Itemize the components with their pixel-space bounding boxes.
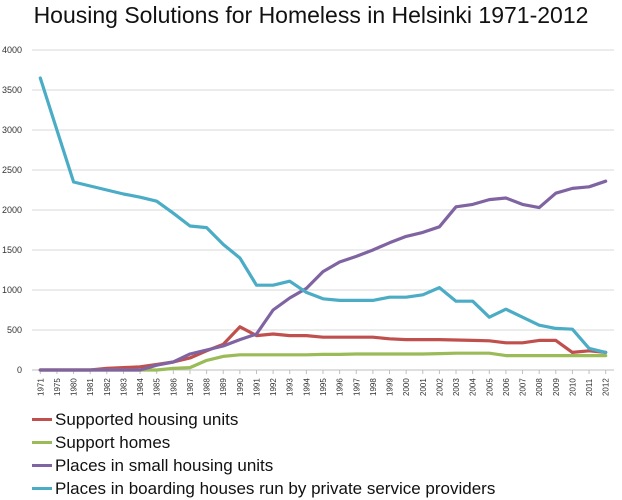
legend-label: Places in small housing units bbox=[55, 455, 274, 475]
x-tick-label: 1982 bbox=[103, 378, 112, 396]
x-tick-label: 1987 bbox=[186, 378, 195, 396]
x-tick-label: 2007 bbox=[519, 378, 528, 396]
x-tick-label: 1991 bbox=[252, 378, 261, 396]
x-tick-label: 1981 bbox=[86, 378, 95, 396]
y-tick-labels: 0 500 1000 1500 2000 2500 3000 3500 4000 bbox=[2, 45, 22, 375]
y-tick-label: 3500 bbox=[2, 85, 22, 95]
x-tick-label: 1986 bbox=[169, 378, 178, 396]
x-tick-label: 1998 bbox=[369, 378, 378, 396]
x-tick-label: 2003 bbox=[452, 378, 461, 396]
series-line-0 bbox=[38, 325, 608, 372]
gridlines bbox=[32, 49, 614, 331]
x-tick-label: 2004 bbox=[469, 378, 478, 396]
x-tick-label: 1975 bbox=[53, 378, 62, 396]
x-tick-label: 2001 bbox=[419, 378, 428, 396]
x-tick-label: 1995 bbox=[319, 378, 328, 396]
x-tick-label: 2009 bbox=[552, 378, 561, 396]
series-line-2 bbox=[38, 179, 608, 372]
x-tick-labels: 1971 1975 1980 1981 1982 1983 1984 1985 1986 1987… bbox=[36, 378, 610, 396]
x-tick-label: 1997 bbox=[352, 378, 361, 396]
legend-item: Support homes bbox=[32, 431, 495, 454]
legend-swatch bbox=[32, 464, 52, 467]
y-tick-label: 3000 bbox=[2, 125, 22, 135]
legend-label: Supported housing units bbox=[55, 409, 239, 429]
x-tick-label: 1996 bbox=[336, 378, 345, 396]
legend-label: Support homes bbox=[55, 432, 171, 452]
legend-item: Places in small housing units bbox=[32, 454, 495, 477]
x-tick-label: 1989 bbox=[219, 378, 228, 396]
x-tick-label: 1994 bbox=[302, 378, 311, 396]
y-tick-label: 1000 bbox=[2, 285, 22, 295]
legend-swatch bbox=[32, 418, 52, 421]
x-tick-label: 1988 bbox=[203, 378, 212, 396]
x-tick-label: 2000 bbox=[402, 378, 411, 396]
x-tick-label: 1983 bbox=[119, 378, 128, 396]
y-tick-label: 1500 bbox=[2, 245, 22, 255]
x-tick-label: 1971 bbox=[36, 378, 45, 396]
y-tick-label: 2000 bbox=[2, 205, 22, 215]
y-tick-label: 0 bbox=[17, 365, 22, 375]
y-tick-label: 500 bbox=[7, 325, 22, 335]
x-tick-label: 2008 bbox=[535, 378, 544, 396]
x-tick-label: 2010 bbox=[568, 378, 577, 396]
legend-label: Places in boarding houses run by private… bbox=[55, 478, 496, 498]
chart-title: Housing Solutions for Homeless in Helsin… bbox=[33, 2, 589, 28]
legend-item: Places in boarding houses run by private… bbox=[32, 477, 495, 500]
x-tick-label: 1993 bbox=[286, 378, 295, 396]
legend-swatch bbox=[32, 441, 52, 444]
x-tick-label: 2011 bbox=[585, 378, 594, 396]
x-tick-label: 1992 bbox=[269, 378, 278, 396]
x-tick-label: 2012 bbox=[602, 378, 611, 396]
x-tick-label: 1999 bbox=[386, 378, 395, 396]
x-tick-label: 2005 bbox=[485, 378, 494, 396]
x-tick-label: 1985 bbox=[153, 378, 162, 396]
x-tick-label: 1980 bbox=[70, 378, 79, 396]
x-tick-label: 2002 bbox=[435, 378, 444, 396]
x-tick-label: 1990 bbox=[236, 378, 245, 396]
x-tick-label: 1984 bbox=[136, 378, 145, 396]
y-tick-label: 4000 bbox=[2, 45, 22, 55]
y-tick-label: 2500 bbox=[2, 165, 22, 175]
legend: Supported housing units Support homes Pl… bbox=[32, 408, 495, 500]
series-line-3 bbox=[38, 76, 608, 354]
x-tick-label: 2006 bbox=[502, 378, 511, 396]
legend-swatch bbox=[32, 487, 52, 490]
legend-item: Supported housing units bbox=[32, 408, 495, 431]
series-lines bbox=[38, 76, 608, 372]
